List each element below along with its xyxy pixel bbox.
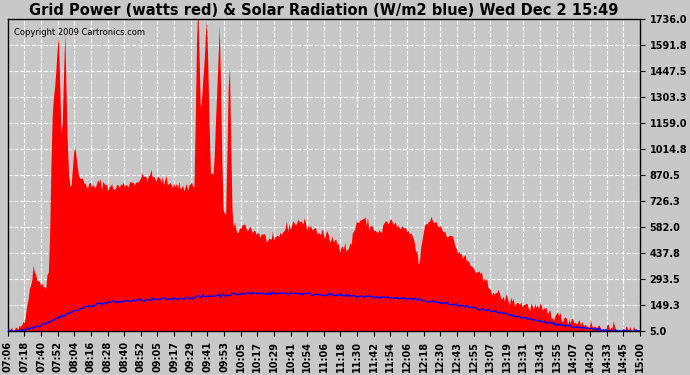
Text: Copyright 2009 Cartronics.com: Copyright 2009 Cartronics.com xyxy=(14,28,145,38)
Title: Grid Power (watts red) & Solar Radiation (W/m2 blue) Wed Dec 2 15:49: Grid Power (watts red) & Solar Radiation… xyxy=(29,3,618,18)
